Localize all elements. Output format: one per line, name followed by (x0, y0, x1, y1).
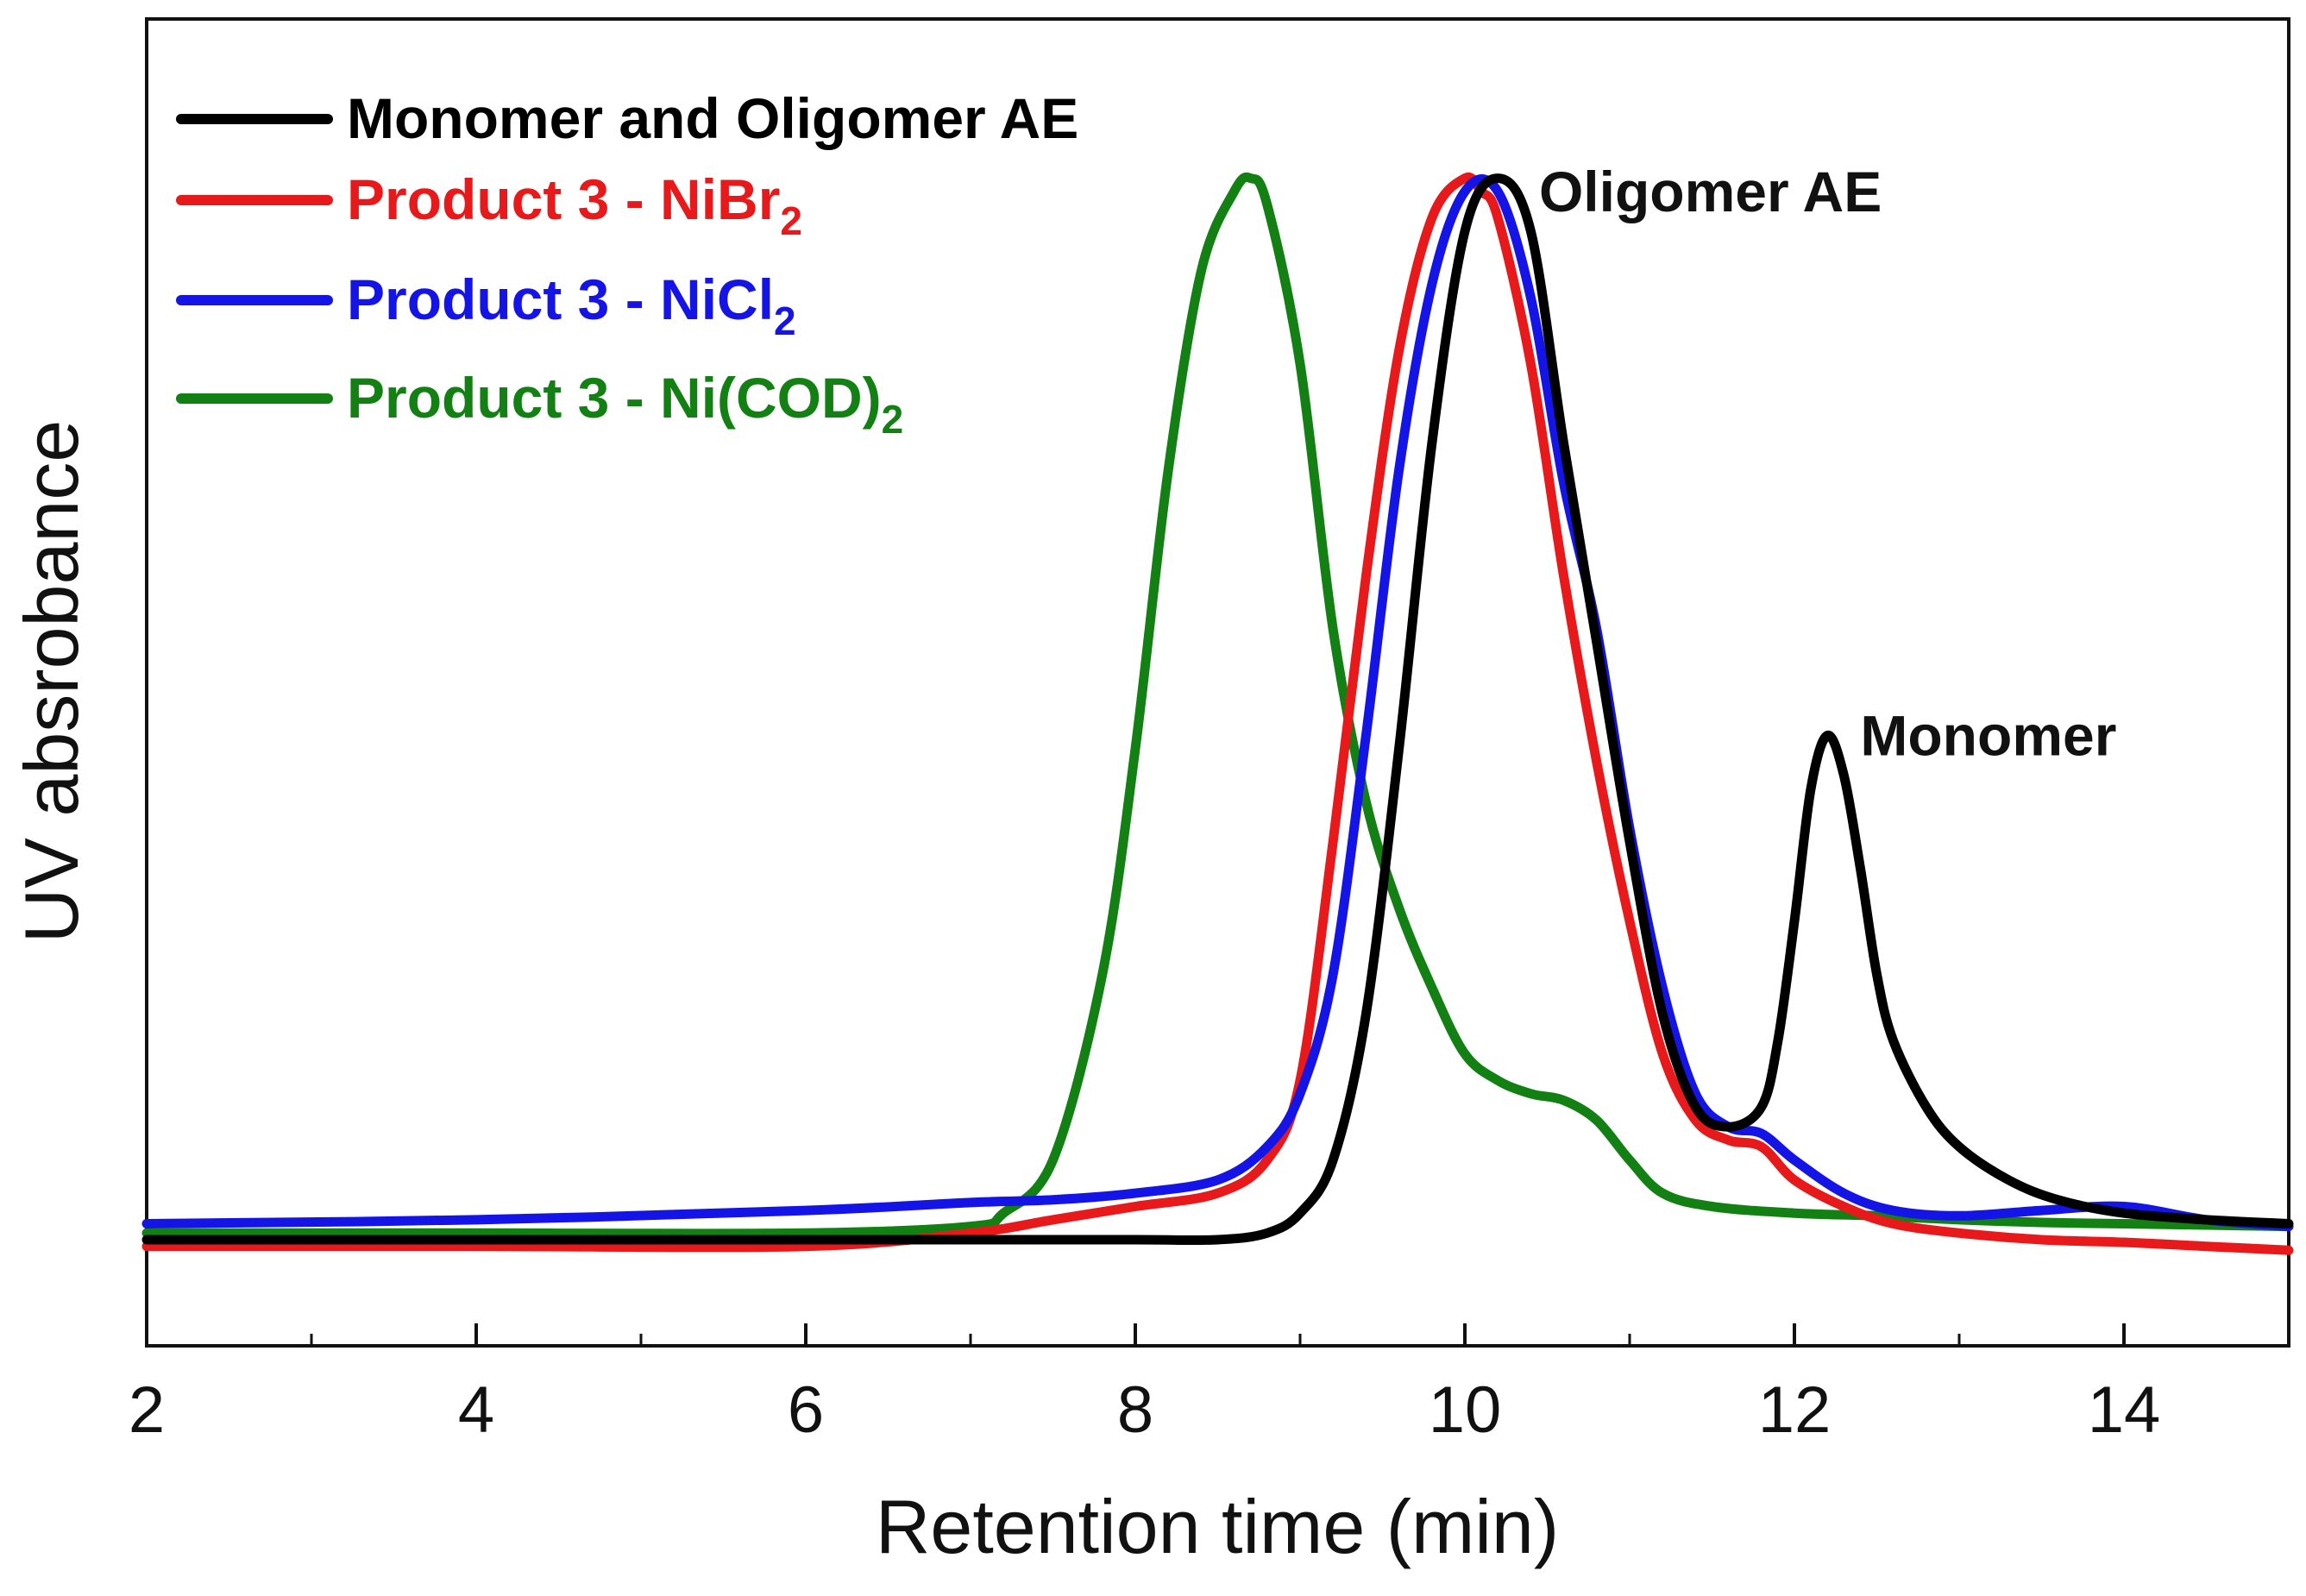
legend-label-1: Product 3 - NiBr2 (347, 167, 802, 243)
annotations: Oligomer AE Monomer (1539, 160, 2116, 768)
x-axis-ticks (145, 1323, 2126, 1346)
series-group (141, 172, 2294, 1255)
annotation-0: Oligomer AE (1539, 160, 1882, 223)
series-line-2 (141, 174, 2294, 1232)
legend-label-2: Product 3 - NiCl2 (347, 267, 796, 343)
x-tick-label-5: 12 (1758, 1373, 1832, 1447)
series-line-3 (141, 172, 2294, 1239)
legend-label-0: Monomer and Oligomer AE (347, 86, 1078, 150)
x-tick-label-3: 8 (1117, 1373, 1153, 1447)
annotation-1: Monomer (1860, 704, 2116, 768)
x-axis-tick-labels: 2 4 6 8 10 12 14 (129, 1373, 2160, 1447)
x-tick-label-2: 6 (788, 1373, 824, 1447)
legend-label-3: Product 3 - Ni(COD)2 (347, 366, 903, 442)
plot-frame (145, 17, 2290, 1348)
x-tick-label-1: 4 (458, 1373, 494, 1447)
y-axis-title: UV absrobance (9, 420, 94, 944)
x-tick-label-4: 10 (1429, 1373, 1502, 1447)
series-line-0 (141, 173, 2294, 1246)
x-tick-label-6: 14 (2088, 1373, 2161, 1447)
x-tick-label-0: 2 (129, 1373, 165, 1447)
x-axis-title: Retention time (min) (876, 1484, 1559, 1569)
legend: Monomer and Oligomer AE Product 3 - NiBr2… (176, 86, 1078, 442)
